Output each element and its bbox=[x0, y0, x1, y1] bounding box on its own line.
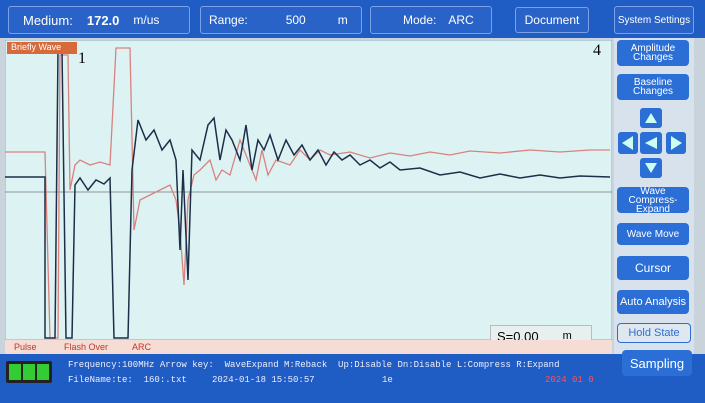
wave-red bbox=[5, 47, 610, 339]
status-datetime: 2024-01-18 15:50:57 bbox=[212, 375, 315, 385]
distance: S=0.00 bbox=[497, 328, 539, 344]
compress-button[interactable]: Wave Compress-Expand bbox=[617, 186, 689, 214]
cursor-button[interactable]: Cursor bbox=[617, 256, 689, 280]
plot bbox=[5, 40, 612, 340]
hold-state-button[interactable]: Hold State bbox=[617, 323, 691, 343]
mode-box: Mode: ARC bbox=[370, 6, 492, 34]
medium-unit: m/us bbox=[133, 13, 160, 27]
tab[interactable]: Pulse bbox=[14, 342, 37, 352]
battery bbox=[6, 361, 52, 383]
range-label: Range: bbox=[209, 13, 248, 27]
tab[interactable]: ARC bbox=[132, 342, 152, 352]
range-box: Range: 500 m bbox=[200, 6, 362, 34]
range-value: 500 bbox=[285, 13, 306, 27]
wave-dark bbox=[5, 49, 611, 339]
auto-analysis-button[interactable]: Auto Analysis bbox=[617, 290, 689, 314]
status-bar bbox=[0, 354, 705, 403]
tabs-bar bbox=[5, 340, 612, 354]
amplitude-button[interactable]: Amplitude Changes bbox=[617, 40, 689, 66]
cursor-right: 4 bbox=[593, 42, 601, 59]
medium-value: 172.0 bbox=[86, 12, 120, 28]
baseline-button[interactable]: Baseline Changes bbox=[617, 74, 689, 100]
medium-label: Medium: bbox=[23, 12, 73, 28]
mode-value: ARC bbox=[448, 13, 474, 27]
tab[interactable]: Flash Over bbox=[64, 342, 109, 352]
distance-unit: m bbox=[562, 330, 572, 342]
arrow-pad[interactable] bbox=[612, 106, 692, 180]
cursor-left: 1 bbox=[78, 50, 86, 67]
wave-tag: Briefly Wave bbox=[7, 42, 77, 54]
plot-bg bbox=[5, 40, 612, 340]
status-date-right: 2024 01 0 bbox=[545, 375, 594, 385]
wave-move-button[interactable]: Wave Move bbox=[617, 223, 689, 245]
status-code: 1e bbox=[382, 375, 393, 385]
status-file: FileName:te: 160:.txt bbox=[68, 375, 187, 385]
status-help: Frequency:100MHz Arrow key: WaveExpand M… bbox=[68, 360, 560, 370]
mode-label: Mode: bbox=[403, 13, 437, 27]
medium-box: Medium: 172.0 m/us bbox=[8, 6, 190, 34]
document-button[interactable]: Document bbox=[515, 7, 589, 33]
sampling-button[interactable]: Sampling bbox=[622, 350, 692, 376]
range-unit: m bbox=[337, 13, 348, 27]
system-settings-button[interactable]: System Settings bbox=[614, 6, 694, 34]
